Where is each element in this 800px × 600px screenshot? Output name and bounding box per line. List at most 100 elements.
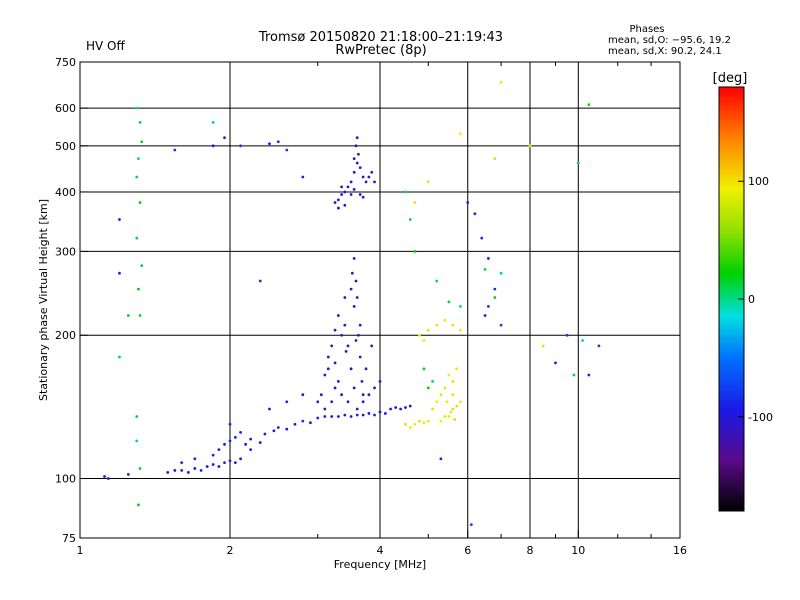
data-point xyxy=(336,379,340,383)
data-point xyxy=(301,393,305,397)
data-point xyxy=(173,469,177,472)
x-tick-label: 16 xyxy=(673,544,687,557)
grid-lines xyxy=(80,62,680,538)
data-point xyxy=(422,421,426,425)
y-tick-label: 400 xyxy=(55,186,76,199)
data-point xyxy=(447,415,451,418)
x-axis-label: Frequency [MHz] xyxy=(334,558,426,571)
data-point xyxy=(455,404,459,408)
data-point xyxy=(418,419,421,423)
data-point xyxy=(554,361,557,365)
data-point xyxy=(126,473,130,476)
x-tick-label: 8 xyxy=(527,544,534,557)
data-point xyxy=(346,185,350,189)
data-point xyxy=(211,120,215,124)
data-point xyxy=(340,193,344,196)
series-group xyxy=(333,136,376,210)
data-point xyxy=(336,198,340,202)
data-point xyxy=(217,465,221,468)
data-point xyxy=(336,206,340,210)
data-point xyxy=(137,157,140,161)
data-point xyxy=(404,190,407,194)
chart-subtitle: RwPretec (8p) xyxy=(335,43,426,58)
x-tick-label: 2 xyxy=(227,544,234,557)
data-point xyxy=(316,416,320,420)
data-point xyxy=(356,152,360,156)
data-point xyxy=(137,287,140,291)
data-point xyxy=(373,180,376,184)
data-point xyxy=(180,469,184,472)
data-point xyxy=(340,393,344,397)
data-point xyxy=(346,344,350,348)
data-point xyxy=(565,333,569,337)
data-point xyxy=(483,314,487,317)
data-point xyxy=(364,367,368,371)
data-point xyxy=(367,175,371,179)
data-point xyxy=(426,419,430,423)
data-point xyxy=(319,393,323,397)
data-point xyxy=(451,393,455,397)
data-point xyxy=(336,415,340,418)
data-point xyxy=(333,386,337,390)
data-point xyxy=(587,373,591,377)
data-point xyxy=(352,386,356,390)
data-point xyxy=(223,442,226,446)
y-tick-label: 300 xyxy=(55,245,76,258)
x-tick-label: 1 xyxy=(77,544,84,557)
data-point xyxy=(378,410,382,414)
data-point xyxy=(367,412,371,415)
colorbar-tick-label: 0 xyxy=(748,293,755,306)
data-point xyxy=(228,459,232,463)
data-point xyxy=(354,144,358,148)
x-tick-label: 10 xyxy=(571,544,585,557)
y-tick-label: 500 xyxy=(55,140,76,153)
data-point xyxy=(285,148,289,152)
phase-stats-x: mean, sd,X: 90.2, 24.1 xyxy=(608,46,722,57)
data-point xyxy=(360,379,364,383)
data-point xyxy=(367,393,371,397)
data-point xyxy=(443,386,447,390)
data-point xyxy=(443,415,447,418)
colorbar-ticks: 100 0 -100 xyxy=(738,175,773,424)
data-point xyxy=(135,439,139,443)
data-point xyxy=(404,406,407,409)
data-point xyxy=(358,166,362,170)
phase-stats-o: mean, sd,O: −95.6, 19.2 xyxy=(608,35,731,46)
data-point xyxy=(426,386,430,390)
data-point xyxy=(233,461,237,465)
data-point xyxy=(346,400,350,404)
data-point xyxy=(459,304,462,308)
data-point xyxy=(435,400,439,404)
chart-title: Tromsø 20150820 21:18:00–21:19:43 xyxy=(258,30,503,45)
data-point xyxy=(323,373,327,377)
data-point xyxy=(301,419,305,423)
data-point xyxy=(239,457,242,461)
data-point xyxy=(408,404,412,408)
data-point xyxy=(443,318,447,322)
data-point xyxy=(233,436,237,439)
data-point xyxy=(355,136,359,140)
data-point xyxy=(258,441,262,444)
data-point xyxy=(459,328,462,332)
data-point xyxy=(285,427,289,431)
data-point xyxy=(330,415,334,418)
data-point xyxy=(493,157,497,161)
data-point xyxy=(418,333,421,337)
data-point xyxy=(499,80,503,84)
data-point xyxy=(140,264,144,268)
data-point xyxy=(499,271,503,275)
data-point xyxy=(413,422,417,426)
data-point xyxy=(199,469,203,472)
data-point xyxy=(106,477,110,480)
data-point xyxy=(249,437,253,441)
data-point xyxy=(316,400,320,404)
data-point xyxy=(211,453,215,457)
data-point xyxy=(323,407,327,411)
data-point xyxy=(455,367,459,371)
data-point xyxy=(349,415,353,418)
data-point xyxy=(422,367,426,371)
data-point xyxy=(186,471,190,474)
data-point xyxy=(399,407,403,411)
data-point xyxy=(354,279,358,283)
data-point xyxy=(364,180,368,184)
